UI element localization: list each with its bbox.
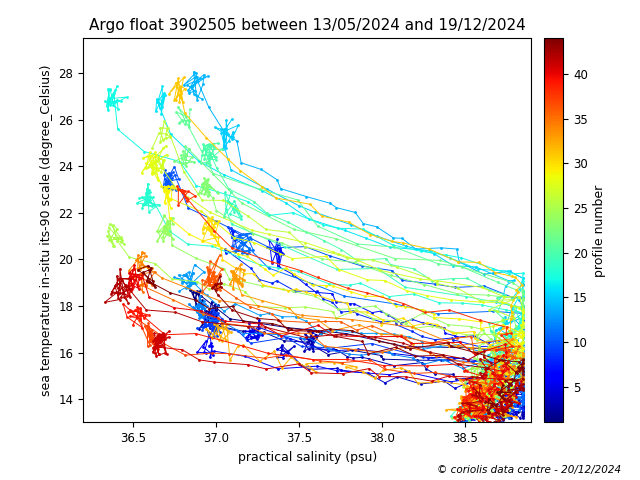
Y-axis label: sea temperature in-situ its-90 scale (degree_Celsius): sea temperature in-situ its-90 scale (de… xyxy=(40,65,53,396)
Title: Argo float 3902505 between 13/05/2024 and 19/12/2024: Argo float 3902505 between 13/05/2024 an… xyxy=(89,18,525,33)
X-axis label: practical salinity (psu): practical salinity (psu) xyxy=(237,451,377,464)
Y-axis label: profile number: profile number xyxy=(593,184,606,276)
Text: © coriolis data centre - 20/12/2024: © coriolis data centre - 20/12/2024 xyxy=(436,465,621,475)
